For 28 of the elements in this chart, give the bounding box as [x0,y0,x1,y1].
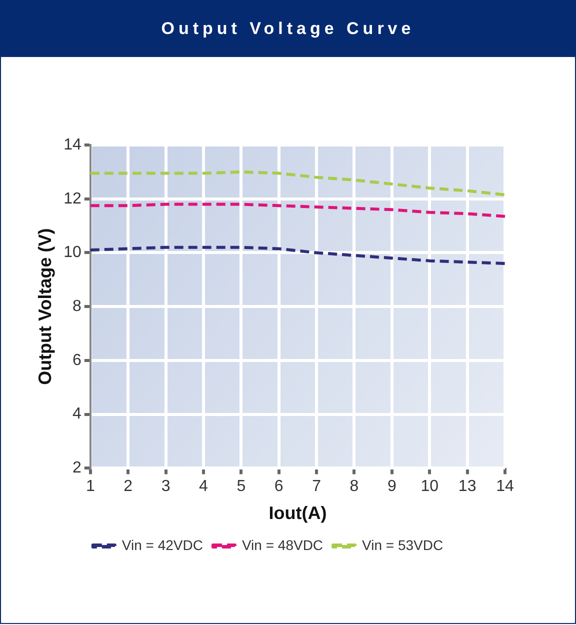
line-series [88,170,506,196]
y-tick-label: 2 [72,460,82,477]
x-tick-label: 3 [161,478,170,496]
x-tick-label: 9 [387,478,396,496]
line-series [88,202,506,218]
legend-label: Vin = 42VDC [122,536,203,553]
y-tick-label: 8 [72,298,82,316]
x-tick-label: 7 [312,478,322,496]
y-tick-label: 12 [64,190,82,208]
legend-label: Vin = 48VDC [242,536,324,553]
x-axis-title: Iout(A) [268,503,327,524]
x-tick-label: 4 [199,478,208,496]
x-tick-label: 14 [496,478,514,496]
chart-title: Output Voltage Curve [1,0,575,57]
x-tick-label: 6 [274,478,284,496]
x-tick-label: 8 [350,478,359,496]
x-tick-label: 1 [86,478,95,496]
x-tick-label: 5 [236,478,246,496]
y-tick-label: 4 [72,406,82,423]
x-tick-label: 2 [124,478,133,496]
y-tick-label: 6 [72,352,82,369]
x-tick-label: 10 [420,478,439,496]
y-tick-label: 10 [64,244,82,262]
y-axis-title: Output Voltage (V) [34,228,55,385]
y-tick-label: 14 [64,136,82,154]
x-tick-label: 13 [458,478,476,496]
line-series [88,246,506,266]
legend-label: Vin = 53VDC [362,536,444,553]
